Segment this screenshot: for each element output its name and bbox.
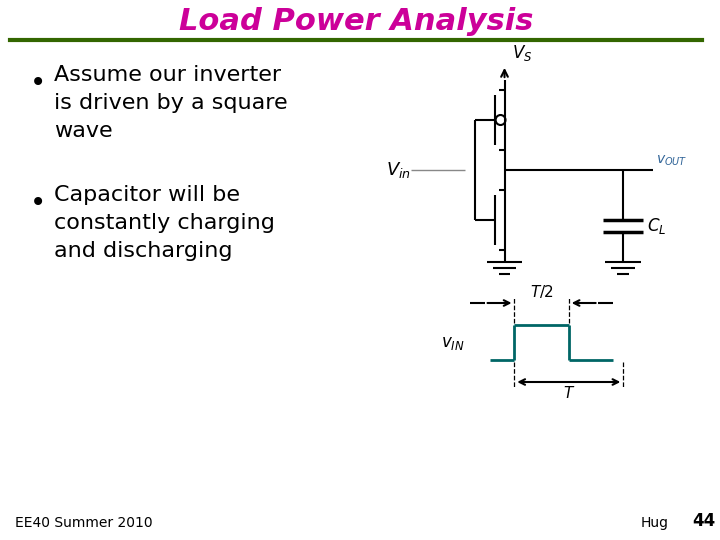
Text: $v_{OUT}$: $v_{OUT}$ [656,153,688,168]
Text: $v_{IN}$: $v_{IN}$ [441,334,465,352]
Text: Capacitor will be
constantly charging
and discharging: Capacitor will be constantly charging an… [55,185,275,261]
Text: $V_{in}$: $V_{in}$ [386,160,410,180]
Text: Load Power Analysis: Load Power Analysis [179,8,534,37]
Text: •: • [30,189,46,217]
Text: $V_S$: $V_S$ [513,43,533,63]
Text: 44: 44 [693,512,716,530]
Text: $C_L$: $C_L$ [647,216,666,236]
Text: $T$: $T$ [562,385,575,401]
Text: EE40 Summer 2010: EE40 Summer 2010 [15,516,153,530]
Text: Hug: Hug [641,516,669,530]
Text: $T/2$: $T/2$ [530,283,554,300]
Text: Assume our inverter
is driven by a square
wave: Assume our inverter is driven by a squar… [55,65,288,141]
Text: •: • [30,69,46,97]
